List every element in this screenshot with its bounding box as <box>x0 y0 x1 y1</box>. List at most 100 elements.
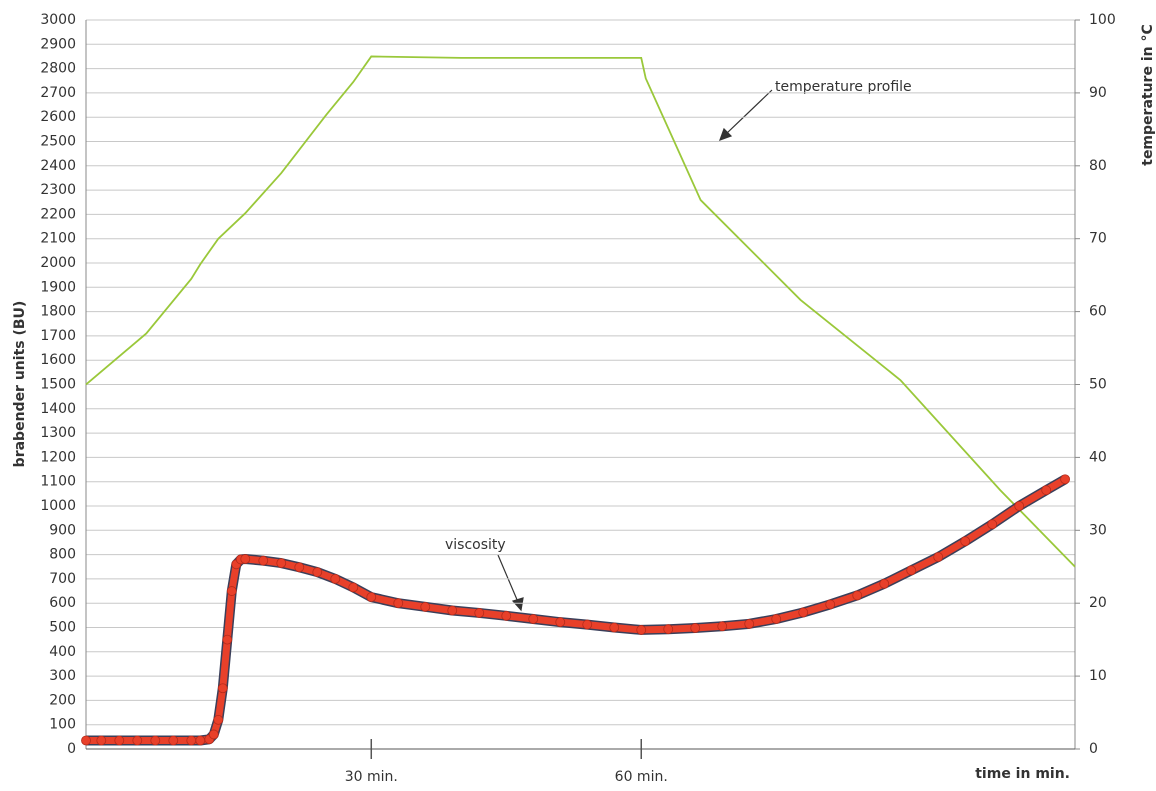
y-tick-label: 1100 <box>40 474 76 490</box>
y-tick-label: 1900 <box>40 279 76 295</box>
viscosity-marker <box>186 735 197 746</box>
viscosity-marker <box>582 619 593 630</box>
viscosity-marker <box>195 735 206 746</box>
y-tick-label: 200 <box>49 692 76 708</box>
y-tick-label: 1800 <box>40 304 76 320</box>
y2-tick-label: 70 <box>1089 231 1107 247</box>
viscosity-marker <box>906 565 917 576</box>
y-tick-label: 2300 <box>40 182 76 198</box>
y2-tick-label: 0 <box>1089 741 1098 757</box>
viscosity-marker <box>825 599 836 610</box>
arrow-head <box>511 597 524 612</box>
viscosity-marker <box>636 625 647 635</box>
temperature-line <box>85 55 1076 568</box>
viscosity-marker <box>168 735 179 746</box>
viscosity-marker <box>330 574 341 584</box>
y2-tick-label: 80 <box>1089 158 1107 174</box>
y-tick-label: 2000 <box>40 255 76 271</box>
viscosity-marker <box>690 623 701 633</box>
y-tick-label: 300 <box>49 668 76 684</box>
y-tick-label: 400 <box>49 644 76 660</box>
viscosity-marker <box>933 552 944 562</box>
viscosity-marker <box>501 610 512 621</box>
viscosity-marker <box>555 617 566 628</box>
y-tick-label: 2800 <box>40 61 76 77</box>
viscosity-marker <box>96 735 107 746</box>
y-tick-label: 1200 <box>40 449 76 465</box>
viscosity-marker <box>663 624 674 635</box>
viscosity-marker <box>1041 485 1052 496</box>
x-axis-label: time in min. <box>975 766 1070 782</box>
viscosity-marker <box>1014 501 1025 511</box>
y2-tick-label: 50 <box>1089 377 1107 393</box>
y-tick-label: 2500 <box>40 134 76 150</box>
y2-axis-label: temperature in °C <box>1140 24 1156 166</box>
viscosity-marker <box>609 622 620 633</box>
y2-tick-label: 10 <box>1089 668 1107 684</box>
y-tick-label: 0 <box>67 741 76 757</box>
y2-tick-label: 100 <box>1089 12 1116 28</box>
y2-tick-label: 30 <box>1089 522 1107 538</box>
viscosity-marker <box>798 607 809 618</box>
viscosity-marker <box>81 735 91 746</box>
arrow-head <box>718 127 733 142</box>
y-tick-label: 1300 <box>40 425 76 441</box>
y-tick-label: 2100 <box>40 231 76 247</box>
viscosity-marker <box>528 614 539 624</box>
viscosity-marker <box>393 598 404 609</box>
y-tick-label: 1000 <box>40 498 76 514</box>
viscosity-marker <box>717 621 728 632</box>
viscosity-marker <box>276 558 287 569</box>
y2-tick-label: 60 <box>1089 304 1107 320</box>
viscosity-marker <box>213 714 224 725</box>
annotation-arrows <box>497 89 773 612</box>
viscosity-marker <box>208 729 219 740</box>
x-tick-label: 30 min. <box>345 769 398 785</box>
viscosity-marker <box>294 562 305 573</box>
y-tick-label: 800 <box>49 547 76 563</box>
viscosity-marker <box>240 554 251 564</box>
arrow <box>725 89 773 135</box>
y2-tick-label: 40 <box>1089 449 1107 465</box>
viscosity-marker <box>960 536 971 547</box>
y-tick-label: 1600 <box>40 352 76 368</box>
y-tick-label: 1400 <box>40 401 76 417</box>
viscosity-marker <box>217 683 228 694</box>
viscosity-marker <box>114 735 125 746</box>
viscosity-marker <box>1060 474 1071 485</box>
y-tick-label: 1500 <box>40 377 76 393</box>
y-tick-label: 2900 <box>40 36 76 52</box>
viscosity-marker <box>366 592 377 603</box>
y-tick-label: 500 <box>49 620 76 636</box>
viscosity-marker <box>744 618 755 629</box>
y-tick-label: 700 <box>49 571 76 587</box>
viscosity-marker <box>987 519 998 530</box>
viscosity-marker <box>420 601 431 612</box>
y2-tick-label: 20 <box>1089 595 1107 611</box>
y-tick-label: 2700 <box>40 85 76 101</box>
y-axis-label: brabender units (BU) <box>12 301 28 468</box>
viscosity-marker <box>258 555 269 566</box>
annotation: viscosity <box>445 537 506 553</box>
viscosity-marker <box>132 735 143 746</box>
viscosity-marker <box>312 567 323 577</box>
viscosity-marker <box>771 614 782 624</box>
annotation: temperature profile <box>775 79 912 95</box>
viscosity-marker <box>447 605 458 616</box>
y-tick-label: 2200 <box>40 206 76 222</box>
viscosity-marker <box>852 590 863 601</box>
y-tick-label: 600 <box>49 595 76 611</box>
viscosity-marker <box>348 582 359 593</box>
viscosity-marker <box>222 634 233 645</box>
viscosity-marker <box>879 578 890 589</box>
viscosity-marker <box>226 586 237 596</box>
viscosity-marker <box>474 608 485 618</box>
y-tick-label: 2400 <box>40 158 76 174</box>
y-tick-label: 3000 <box>40 12 76 28</box>
y-tick-label: 100 <box>49 717 76 733</box>
y2-tick-label: 90 <box>1089 85 1107 101</box>
x-tick-label: 60 min. <box>615 769 668 785</box>
y-tick-label: 2600 <box>40 109 76 125</box>
viscosity-marker <box>150 735 161 746</box>
